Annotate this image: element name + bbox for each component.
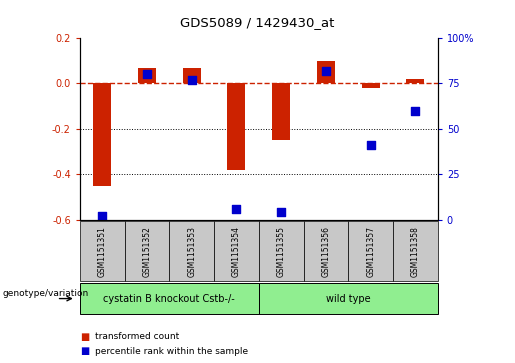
Bar bbox=[228, 83, 245, 170]
Point bbox=[322, 68, 330, 74]
Text: GSM1151355: GSM1151355 bbox=[277, 226, 286, 277]
Text: GSM1151357: GSM1151357 bbox=[366, 226, 375, 277]
Bar bbox=[183, 68, 201, 83]
Text: GSM1151358: GSM1151358 bbox=[411, 226, 420, 277]
Text: ■: ■ bbox=[80, 332, 89, 342]
Point bbox=[143, 72, 151, 77]
Point bbox=[367, 142, 375, 148]
Point bbox=[277, 209, 285, 215]
Bar bbox=[406, 79, 424, 83]
Point bbox=[411, 108, 420, 114]
Text: ■: ■ bbox=[80, 346, 89, 356]
Text: transformed count: transformed count bbox=[95, 333, 180, 341]
Point bbox=[98, 213, 106, 219]
Bar bbox=[93, 83, 111, 185]
Text: GSM1151356: GSM1151356 bbox=[321, 226, 331, 277]
Bar bbox=[138, 68, 156, 83]
Bar bbox=[272, 83, 290, 140]
Text: GSM1151354: GSM1151354 bbox=[232, 226, 241, 277]
Point bbox=[187, 77, 196, 83]
Text: GSM1151353: GSM1151353 bbox=[187, 226, 196, 277]
Text: genotype/variation: genotype/variation bbox=[3, 289, 89, 298]
Text: GDS5089 / 1429430_at: GDS5089 / 1429430_at bbox=[180, 16, 335, 29]
Text: cystatin B knockout Cstb-/-: cystatin B knockout Cstb-/- bbox=[104, 294, 235, 303]
Bar bbox=[362, 83, 380, 88]
Text: wild type: wild type bbox=[326, 294, 371, 303]
Text: GSM1151352: GSM1151352 bbox=[143, 226, 151, 277]
Bar bbox=[317, 61, 335, 83]
Text: percentile rank within the sample: percentile rank within the sample bbox=[95, 347, 248, 355]
Point bbox=[232, 206, 241, 212]
Text: GSM1151351: GSM1151351 bbox=[98, 226, 107, 277]
